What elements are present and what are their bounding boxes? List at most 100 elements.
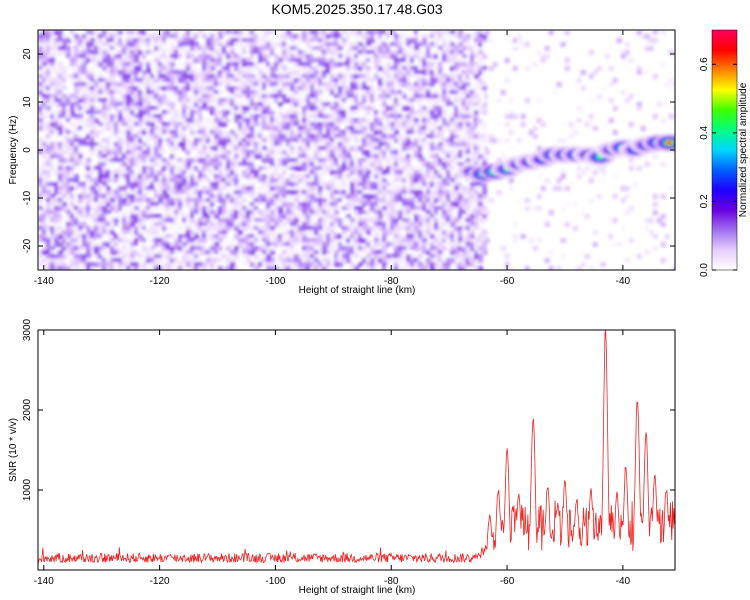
heatmap-cell [418,130,423,135]
heatmap-cell [38,34,43,39]
heatmap-cell [298,186,303,191]
heatmap-cell [178,134,183,139]
heatmap-cell [110,242,115,247]
heatmap-cell [382,238,387,243]
heatmap-cell [390,154,395,159]
heatmap-cell [246,98,251,103]
heatmap-cell [426,230,431,235]
heatmap-cell [282,138,287,143]
heatmap-cell [318,158,323,163]
heatmap-cell [378,66,383,71]
heatmap-cell [130,246,135,251]
heatmap-cell [130,118,135,123]
heatmap-cell [366,254,371,259]
heatmap-cell [46,182,51,187]
heatmap-cell [254,194,259,199]
heatmap-cell [198,50,203,55]
heatmap-cell [198,166,203,171]
heatmap-cell [242,34,247,39]
heatmap-cell [342,94,347,99]
heatmap-cell [430,198,435,203]
heatmap-cell [222,114,227,119]
heatmap-cell [394,230,399,235]
heatmap-cell [358,134,363,139]
heatmap-cell [130,142,135,147]
heatmap-cell [414,110,419,115]
heatmap-cell [230,194,235,199]
heatmap-cell [130,206,135,211]
heatmap-cell [106,226,111,231]
heatmap-cell [46,186,51,191]
heatmap-cell [290,126,295,131]
heatmap-cell [410,234,415,239]
heatmap-cell [114,138,119,143]
heatmap-cell [194,126,199,131]
heatmap-cell [210,210,215,215]
heatmap-cell [334,218,339,223]
heatmap-cell [98,254,103,259]
heatmap-cell [146,42,151,47]
heatmap-cell [406,222,411,227]
heatmap-cell [118,150,123,155]
heatmap-cell [94,102,99,107]
heatmap-cell [142,186,147,191]
heatmap-cell [58,162,63,167]
heatmap-cell [294,46,299,51]
heatmap-cell [126,102,131,107]
heatmap-cell [266,98,271,103]
heatmap-cell [182,30,187,35]
heatmap-cell [430,74,435,79]
heatmap-cell [38,266,43,270]
heatmap-cell [302,182,307,187]
heatmap-cell [250,138,255,143]
heatmap-cell [326,34,331,39]
heatmap-cell [138,158,143,163]
heatmap-cell [414,206,419,211]
heatmap-cell [94,182,99,187]
heatmap-cell [162,82,167,87]
heatmap-cell [238,58,243,63]
heatmap-cell [170,30,175,35]
heatmap-cell [318,246,323,251]
heatmap-cell [82,122,87,127]
heatmap-cell [58,190,63,195]
heatmap-cell [114,174,119,179]
heatmap-cell [278,58,283,63]
heatmap-cell [382,54,387,59]
heatmap-cell [154,190,159,195]
heatmap-cell [166,202,171,207]
heatmap-cell [118,250,123,255]
heatmap-cell [326,82,331,87]
heatmap-cell [142,130,147,135]
heatmap-cell [138,218,143,223]
heatmap-cell [390,230,395,235]
heatmap-cell [366,98,371,103]
heatmap-cell [126,98,131,103]
heatmap-cell [202,190,207,195]
heatmap-cell [54,30,59,35]
heatmap-cell [434,262,439,267]
heatmap-cell [198,206,203,211]
heatmap-cell [310,54,315,59]
heatmap-cell [310,158,315,163]
heatmap-cell [270,202,275,207]
heatmap-cell [170,42,175,47]
heatmap-cell [326,130,331,135]
heatmap-cell [370,242,375,247]
heatmap-cell [402,130,407,135]
heatmap-cell [170,138,175,143]
heatmap-cell [126,226,131,231]
heatmap-cell [126,42,131,47]
heatmap-cell [54,82,59,87]
heatmap-cell [206,150,211,155]
heatmap-cell [326,266,331,270]
heatmap-cell [286,246,291,251]
heatmap-cell [430,82,435,87]
heatmap-cell [150,110,155,115]
heatmap-cell [142,230,147,235]
heatmap-cell [342,142,347,147]
heatmap-cell [38,250,43,255]
heatmap-cell [274,82,279,87]
heatmap-cell [98,102,103,107]
heatmap-cell [298,78,303,83]
